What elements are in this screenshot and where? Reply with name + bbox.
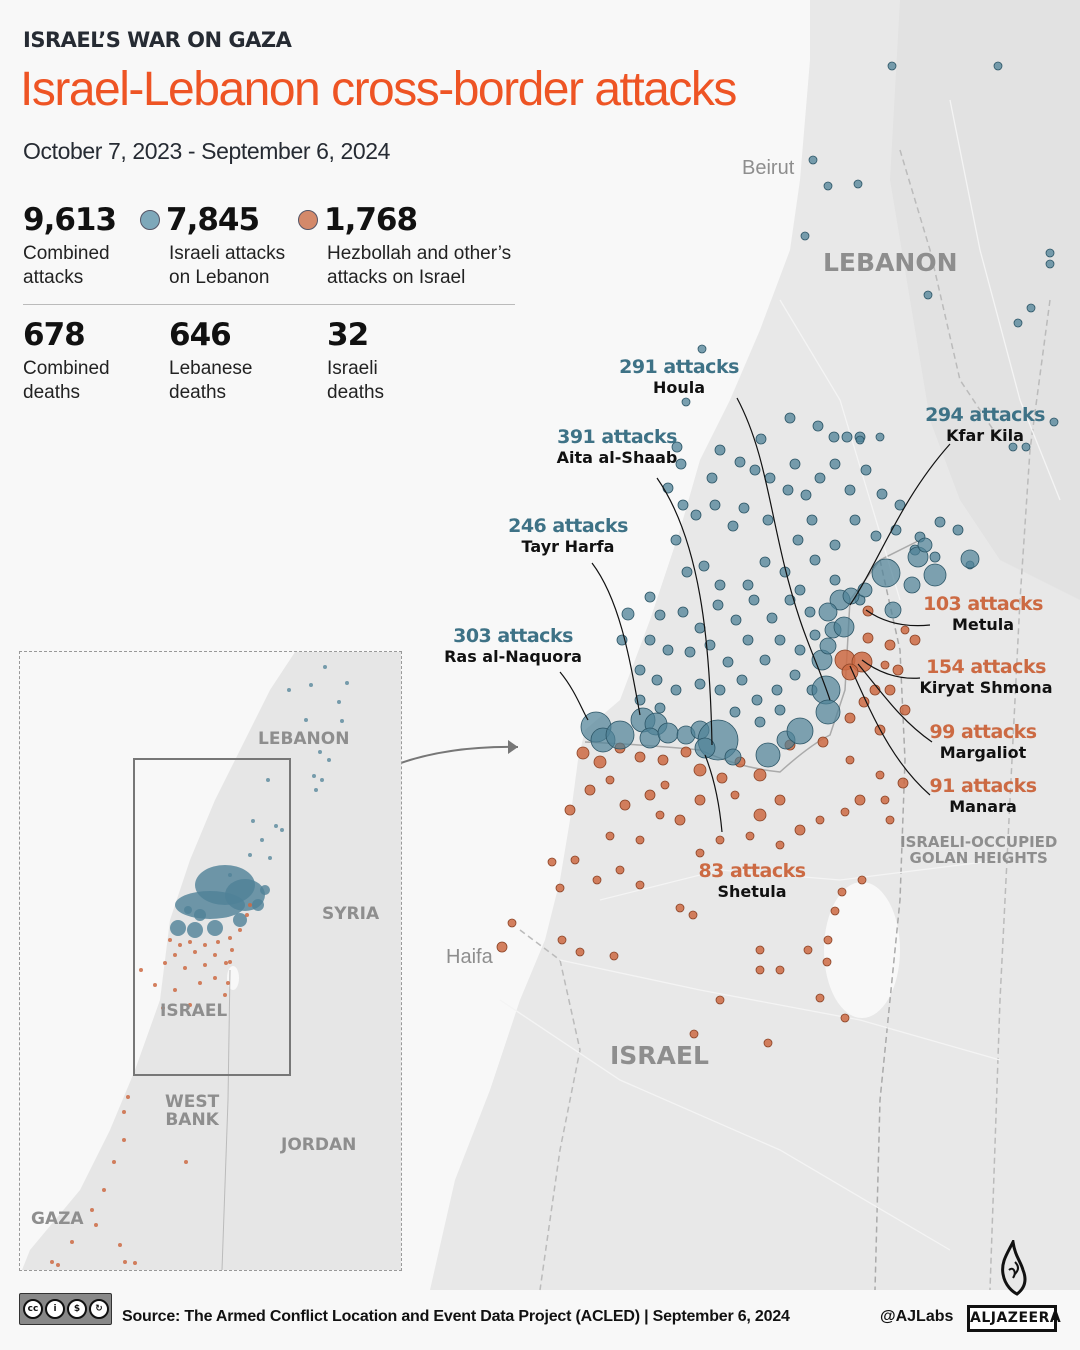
- page-title: Israel-Lebanon cross-border attacks: [20, 63, 737, 116]
- callout-manara: 91 attacks Manara: [929, 775, 1037, 817]
- sa-icon: ↻: [89, 1299, 109, 1319]
- stat-value: 9,613: [23, 202, 117, 238]
- label-israel: ISRAEL: [610, 1041, 709, 1070]
- inset-label-israel: ISRAEL: [160, 1001, 228, 1021]
- stat-hezbollah-attacks: 1,768 Hezbollah and other’s attacks on I…: [298, 202, 511, 290]
- callout-count: 303 attacks: [453, 625, 573, 647]
- stat-value: 646: [169, 317, 232, 353]
- callout-count: 391 attacks: [557, 426, 677, 448]
- callout-place: Aita al-Shaab: [556, 448, 678, 467]
- stat-combined-deaths: 678 Combined deaths: [23, 317, 110, 405]
- west-bank-line-1: WEST: [165, 1092, 220, 1112]
- stat-lebanese-deaths: 646 Lebanese deaths: [169, 317, 252, 405]
- source-credit: Source: The Armed Conflict Location and …: [122, 1308, 790, 1325]
- stat-label: Hezbollah and other’s attacks on Israel: [327, 243, 512, 288]
- callout-place: Metula: [951, 615, 1015, 634]
- stat-combined-attacks: 9,613 Combined attacks: [23, 202, 117, 290]
- label-beirut: Beirut: [742, 157, 795, 179]
- callout-place: Margaliot: [939, 743, 1027, 762]
- callout-count: 291 attacks: [619, 356, 739, 378]
- cc-license-badge: cc i $ ↻: [19, 1293, 112, 1325]
- stat-label: Combined deaths: [23, 358, 110, 403]
- callout-place: Kiryat Shmona: [919, 678, 1053, 697]
- stat-label: Israeli deaths: [327, 358, 385, 403]
- stat-value: 678: [23, 317, 86, 353]
- golan-line-1: ISRAELI-OCCUPIED: [900, 833, 1058, 851]
- ajlabs-handle: @AJLabs: [880, 1308, 954, 1325]
- callout-count: 91 attacks: [929, 775, 1037, 797]
- golan-line-2: GOLAN HEIGHTS: [909, 848, 1048, 867]
- callout-count: 83 attacks: [698, 860, 806, 882]
- callout-count: 246 attacks: [508, 515, 628, 537]
- stat-value: 32: [327, 317, 369, 353]
- stat-value: 7,845: [166, 202, 260, 238]
- stat-israeli-deaths: 32 Israeli deaths: [327, 317, 384, 405]
- stat-label: Israeli attacks on Lebanon: [169, 243, 286, 288]
- stat-israeli-attacks: 7,845 Israeli attacks on Lebanon: [140, 202, 285, 290]
- inset-label-west-bank: WEST BANK: [165, 1092, 220, 1130]
- callout-kfar-kila: 294 attacks Kfar Kila: [925, 404, 1045, 446]
- callout-aita-al-shaab: 391 attacks Aita al-Shaab: [557, 426, 678, 468]
- aljazeera-calligraphy-logo-icon: [1001, 1240, 1027, 1296]
- stat-label: Combined attacks: [23, 243, 110, 288]
- callout-houla: 291 attacks Houla: [619, 356, 739, 398]
- callout-tayr-harfa: 246 attacks Tayr Harfa: [508, 515, 628, 557]
- inset-label-syria: SYRIA: [322, 904, 380, 924]
- callout-metula: 103 attacks Metula: [923, 593, 1043, 635]
- callout-shetula: 83 attacks Shetula: [698, 860, 806, 902]
- nc-icon: $: [67, 1299, 87, 1319]
- label-lebanon: LEBANON: [823, 248, 958, 277]
- callout-count: 103 attacks: [923, 593, 1043, 615]
- callout-place: Manara: [949, 797, 1017, 816]
- inset-label-lebanon: LEBANON: [258, 729, 350, 749]
- inset-label-gaza: GAZA: [31, 1209, 84, 1229]
- stat-value: 1,768: [324, 202, 418, 238]
- inset-label-jordan: JORDAN: [281, 1135, 357, 1155]
- kicker: ISRAEL’S WAR ON GAZA: [23, 28, 292, 52]
- cc-icon: cc: [23, 1299, 43, 1319]
- callout-ras-al-naquora: 303 attacks Ras al-Naquora: [444, 625, 582, 667]
- stats-divider: [23, 304, 515, 305]
- inset-map-frame: [19, 651, 402, 1271]
- callout-place: Kfar Kila: [946, 426, 1024, 445]
- aljazeera-wordmark: ALJAZEERA: [967, 1305, 1061, 1332]
- callout-count: 99 attacks: [929, 721, 1037, 743]
- callout-count: 154 attacks: [926, 656, 1046, 678]
- callout-place: Houla: [652, 378, 706, 397]
- callout-place: Tayr Harfa: [521, 537, 615, 556]
- israeli-attacks-legend-dot-icon: [140, 210, 160, 230]
- callout-kiryat-shmona: 154 attacks Kiryat Shmona: [920, 656, 1053, 698]
- date-range: October 7, 2023 - September 6, 2024: [23, 138, 391, 164]
- west-bank-line-2: BANK: [165, 1109, 219, 1130]
- label-golan-heights: ISRAELI-OCCUPIED GOLAN HEIGHTS: [900, 833, 1058, 867]
- callout-place: Shetula: [717, 882, 787, 901]
- by-icon: i: [45, 1299, 65, 1319]
- callout-margaliot: 99 attacks Margaliot: [929, 721, 1037, 763]
- stat-label: Lebanese deaths: [169, 358, 253, 403]
- callout-count: 294 attacks: [925, 404, 1045, 426]
- hezbollah-attacks-legend-dot-icon: [298, 210, 318, 230]
- label-haifa: Haifa: [446, 946, 493, 968]
- callout-place: Ras al-Naquora: [444, 647, 582, 666]
